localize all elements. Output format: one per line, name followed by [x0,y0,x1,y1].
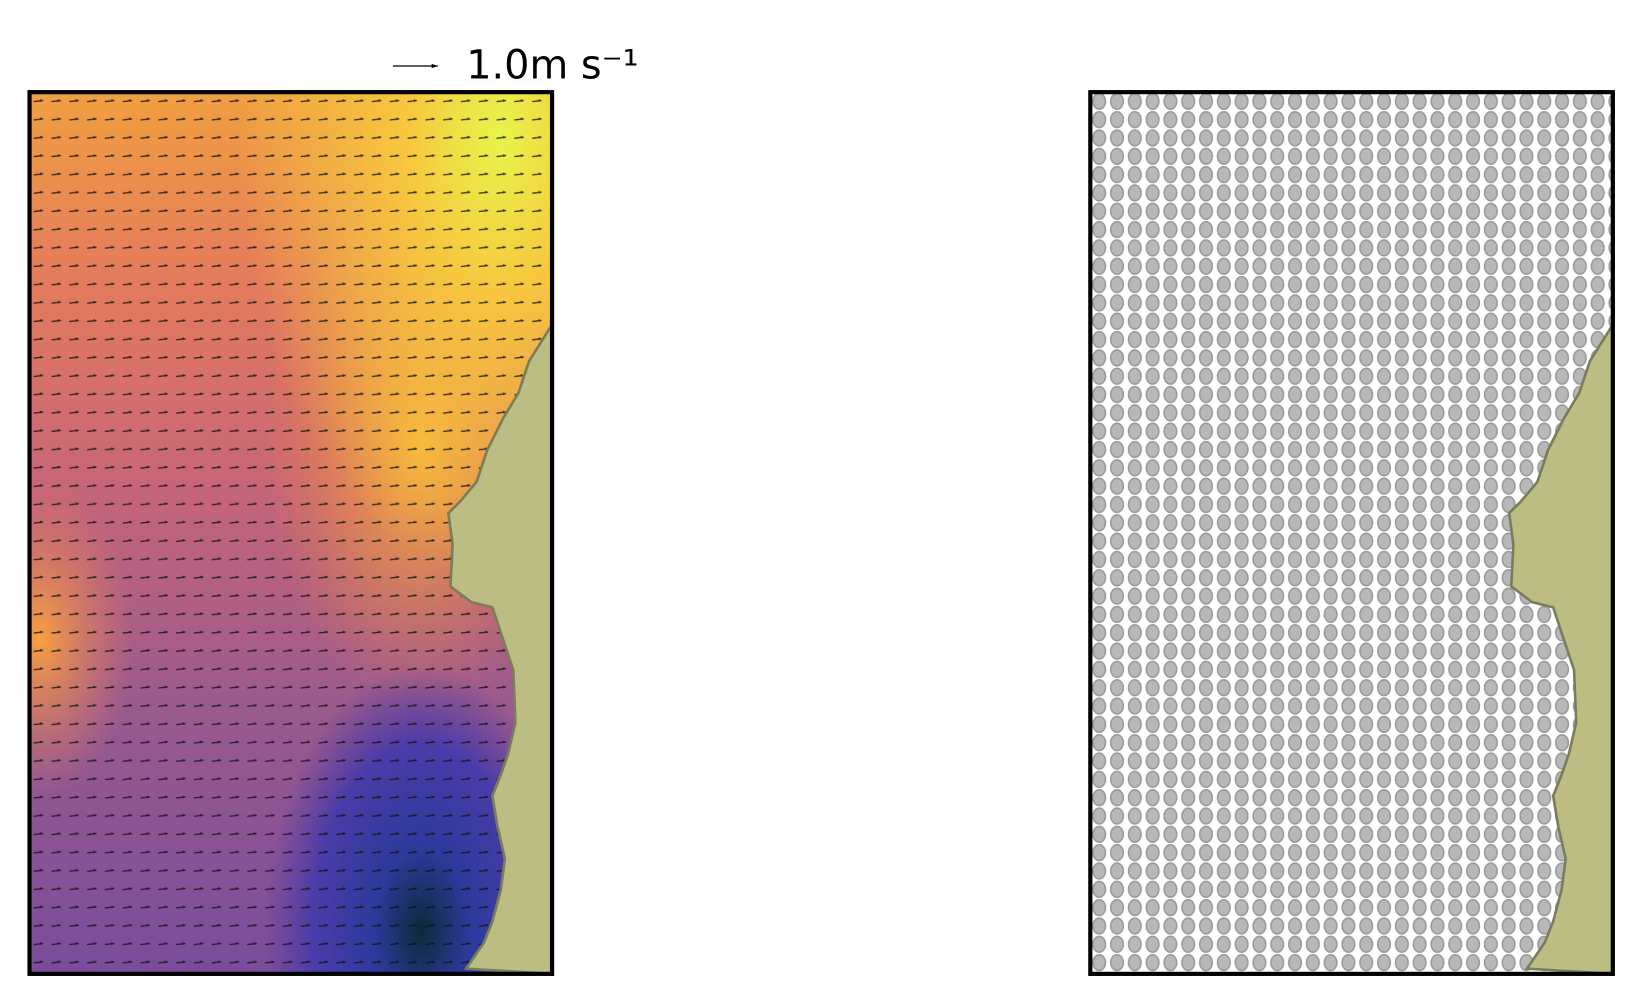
quiver-key-label: 1.0m s⁻¹ [466,43,638,89]
right-panel-field [1090,92,1613,974]
left-panel-frame [27,90,555,976]
left-panel-field [29,92,553,974]
right-panel-frame [1088,90,1615,976]
quiver-key-head [431,63,438,69]
